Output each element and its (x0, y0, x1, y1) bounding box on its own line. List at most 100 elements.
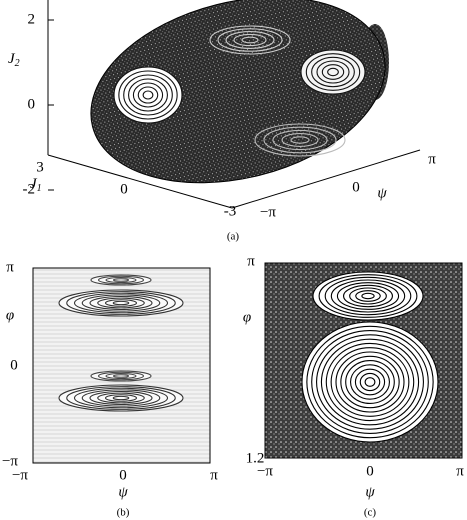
orbit (112, 278, 130, 282)
tick-label: 2 (28, 11, 36, 27)
orbit (113, 66, 183, 124)
orbit (105, 372, 137, 380)
orbit (320, 338, 420, 426)
orbit (254, 123, 346, 157)
orbit (97, 392, 145, 404)
panel-a-frame (47, 0, 421, 209)
symbol: J (8, 51, 16, 67)
orbit (330, 279, 406, 313)
orbit (123, 74, 173, 116)
orbit (112, 395, 130, 401)
axis-label: ψ (118, 484, 128, 500)
orbit (81, 389, 161, 407)
axis-label: φ (243, 309, 251, 325)
orbit (263, 126, 337, 154)
axis-label: φ (6, 307, 14, 323)
orbit (217, 28, 283, 52)
tick-label: −π (257, 463, 273, 479)
axis-label: ψ (365, 484, 375, 500)
orbit (104, 299, 138, 307)
orbit (312, 271, 424, 321)
tick-label: π (247, 253, 255, 269)
ellipsoid (90, 0, 389, 184)
tick-label: 3 (36, 159, 44, 175)
orbit (316, 60, 350, 84)
orbit (340, 355, 400, 409)
tick-label: π (6, 259, 14, 275)
tick-label: 0 (120, 181, 128, 197)
orbit (142, 90, 154, 100)
orbit (355, 290, 381, 302)
tick-label: 1.2 (246, 450, 265, 466)
orbit (58, 289, 184, 317)
orbit (97, 371, 145, 381)
orbits (58, 25, 439, 443)
orbit (272, 129, 328, 151)
orbit (132, 82, 164, 108)
orbit (73, 387, 169, 409)
tick-label: 0 (28, 96, 36, 112)
orbit (316, 334, 424, 430)
orbit (209, 25, 291, 55)
orbit (73, 292, 169, 314)
orbit (128, 78, 168, 112)
orbit (335, 351, 405, 413)
orbit (89, 390, 153, 406)
orbit (321, 64, 345, 80)
orbit (81, 294, 161, 312)
orbit (305, 53, 361, 91)
orbit (290, 136, 310, 144)
orbit (97, 297, 145, 309)
tick-label: −π (12, 467, 28, 483)
tick-label: -2 (23, 181, 36, 197)
j2-label: J2 (8, 51, 20, 69)
orbit (359, 372, 381, 392)
orbit (112, 300, 130, 306)
orbit (318, 274, 418, 318)
orbit (66, 386, 176, 410)
orbit (345, 360, 395, 404)
orbit (330, 347, 410, 417)
tick-label: π (428, 151, 436, 167)
orbit (311, 56, 355, 88)
tick-label: −π (2, 453, 18, 469)
orbit (324, 276, 412, 316)
tick-label: −π (260, 204, 276, 220)
orbit (361, 292, 375, 300)
orbit (89, 295, 153, 311)
subscript: 1 (37, 183, 42, 194)
orbit (97, 275, 145, 285)
orbit (301, 321, 439, 443)
orbit (90, 370, 152, 382)
orbit (336, 282, 400, 310)
orbit (301, 50, 365, 94)
orbit (311, 330, 429, 434)
tick-label: 0 (119, 467, 127, 483)
orbit (281, 133, 319, 147)
orbit (58, 384, 184, 412)
axis-label: ψ (377, 185, 387, 201)
orbit (59, 385, 183, 411)
orbit (112, 374, 130, 378)
orbit (233, 33, 267, 47)
caption: (c) (364, 507, 377, 519)
tick-label: π (456, 463, 464, 479)
orbit (302, 322, 438, 442)
orbit (105, 276, 137, 284)
orbit (313, 272, 423, 320)
tick-label: π (210, 467, 218, 483)
orbit (350, 364, 390, 400)
symbol: J (30, 176, 38, 192)
orbit (137, 86, 159, 104)
tick-label: 0 (10, 357, 18, 373)
caption: (a) (227, 231, 240, 243)
orbit (90, 274, 152, 286)
orbit (59, 290, 183, 316)
orbit (349, 287, 387, 305)
orbit (354, 368, 386, 396)
orbit (104, 394, 138, 402)
orbit (225, 31, 275, 49)
orbit (300, 49, 366, 95)
orbit (241, 36, 259, 44)
